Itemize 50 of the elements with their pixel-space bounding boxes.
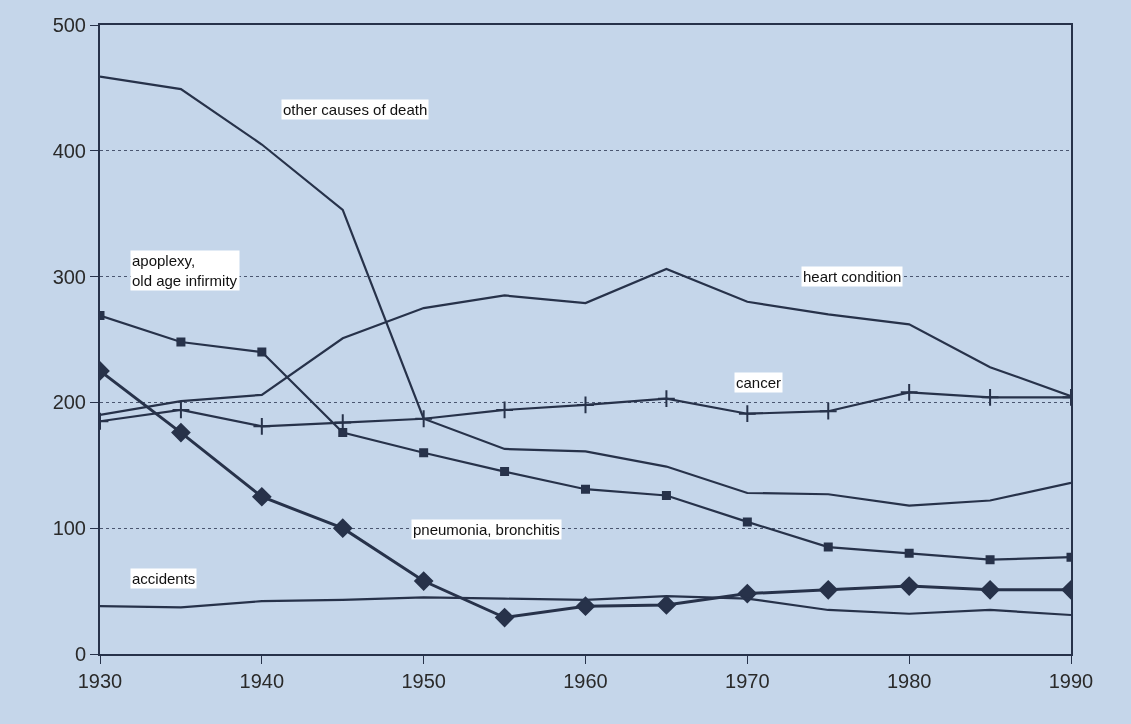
point	[980, 387, 1000, 407]
point	[495, 400, 514, 420]
point	[899, 382, 919, 402]
point	[576, 596, 595, 616]
x-tick-label: 1970	[725, 670, 770, 692]
point	[656, 595, 676, 615]
point	[171, 423, 191, 443]
point	[495, 608, 515, 627]
y-tick-label: 100	[52, 517, 86, 540]
point	[737, 404, 757, 424]
y-tick-label: 500	[52, 14, 86, 36]
x-tick-label: 1950	[401, 670, 446, 692]
point	[257, 347, 267, 357]
text: pneumonia, bronchitis	[413, 521, 560, 538]
series-label: cancer	[736, 374, 782, 391]
y-tick-label: 200	[52, 391, 86, 414]
y-tick-label: 0	[74, 643, 86, 665]
point	[657, 389, 676, 409]
point	[252, 487, 272, 507]
point	[904, 548, 914, 558]
point	[823, 542, 833, 552]
point	[414, 409, 434, 429]
text: other causes of death	[283, 101, 428, 118]
point	[252, 416, 272, 436]
point	[171, 400, 191, 420]
point	[661, 490, 671, 500]
x-tick-label: 1990	[1048, 670, 1094, 692]
point	[818, 401, 838, 421]
point	[818, 580, 838, 600]
y-tick-label: 400	[52, 139, 86, 162]
point	[500, 467, 510, 477]
point	[576, 395, 595, 415]
point	[899, 576, 919, 596]
series-label: accidents	[132, 570, 196, 587]
y-tick-label: 300	[52, 265, 86, 288]
point	[742, 517, 752, 527]
series-label: heart condition	[803, 268, 902, 285]
x-tick-label: 1930	[77, 670, 123, 692]
x-tick-label: 1940	[239, 670, 285, 692]
point	[985, 555, 995, 565]
x-tick-label: 1980	[886, 670, 932, 692]
text: apoplexy, old age infirmity	[132, 252, 238, 289]
point	[581, 484, 590, 494]
point	[333, 518, 353, 538]
x-tick-label: 1960	[563, 670, 608, 692]
point	[414, 571, 434, 591]
point	[419, 448, 429, 458]
point	[338, 428, 348, 438]
point	[176, 337, 186, 347]
point	[980, 580, 1000, 600]
